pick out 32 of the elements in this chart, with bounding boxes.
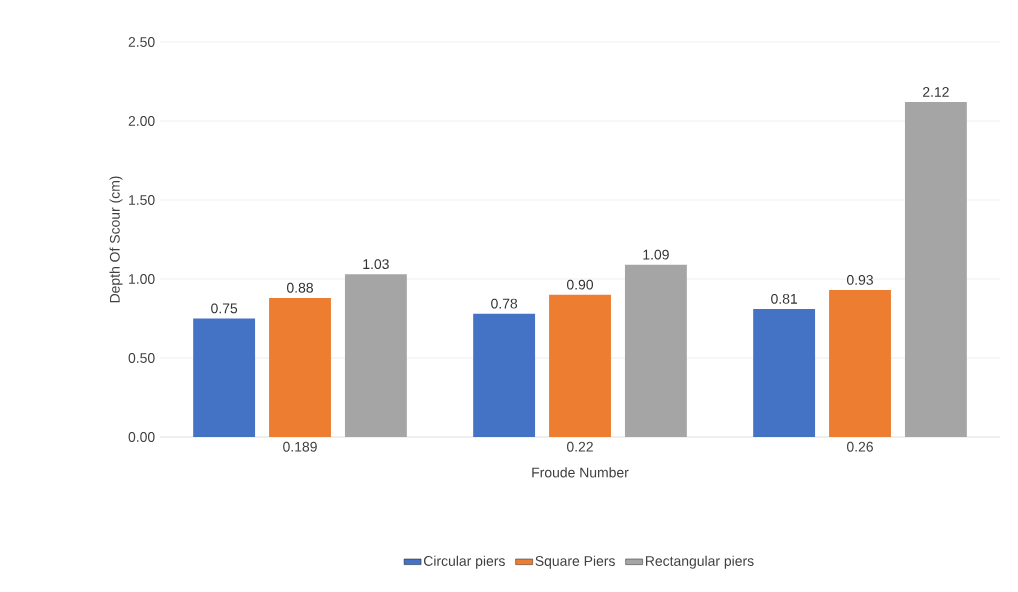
- y-tick-label: 1.50: [129, 195, 155, 205]
- legend-label: Rectangular piers: [645, 555, 754, 569]
- bar: [193, 318, 256, 437]
- data-label: 0.93: [846, 274, 873, 285]
- data-label: 1.03: [363, 259, 389, 270]
- bar: [473, 313, 536, 437]
- data-label: 1.09: [643, 249, 669, 260]
- y-axis-title: Depth Of Scour (cm): [109, 176, 123, 303]
- bar: [344, 274, 407, 437]
- data-label: 0.88: [286, 282, 313, 293]
- x-tick-label: 0.22: [566, 441, 593, 452]
- data-label: 0.78: [491, 298, 518, 309]
- y-tick-label: 1.00: [129, 274, 155, 284]
- bar: [829, 290, 891, 437]
- bar: [904, 102, 967, 437]
- data-label: 2.12: [923, 87, 949, 97]
- bar: [624, 264, 687, 437]
- x-tick-label: 0.189: [283, 441, 317, 452]
- x-axis-title: Froude Number: [532, 467, 629, 478]
- y-tick-label: 2.00: [128, 116, 155, 126]
- legend-label: Square Piers: [535, 555, 615, 569]
- data-label: 0.75: [211, 303, 238, 314]
- y-tick-label: 0.50: [128, 353, 155, 363]
- bar: [549, 294, 611, 437]
- data-label: 0.90: [566, 279, 594, 290]
- legend-label: Circular piers: [423, 555, 505, 569]
- bar: [269, 297, 331, 437]
- x-tick-label: 0.26: [846, 441, 873, 452]
- bar: [753, 309, 816, 437]
- y-tick-label: 0.00: [128, 432, 155, 442]
- data-label: 0.81: [771, 293, 798, 304]
- y-tick-label: 2.50: [128, 37, 155, 47]
